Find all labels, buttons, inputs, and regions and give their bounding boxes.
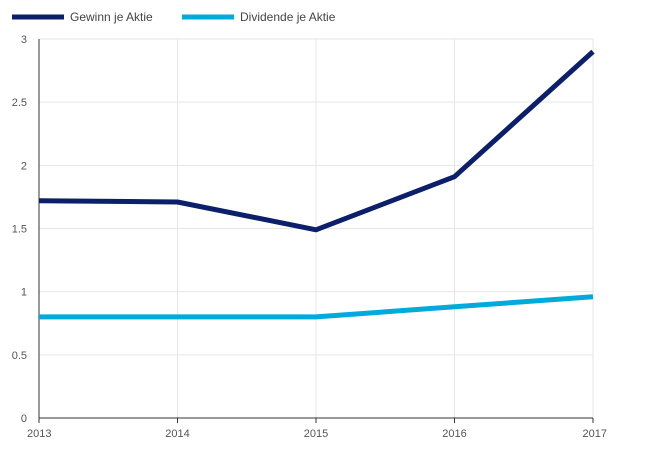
y-tick-label: 1 — [21, 287, 27, 299]
y-tick-label: 2.5 — [12, 97, 27, 109]
x-tick-label: 2017 — [583, 428, 607, 440]
y-tick-label: 0 — [21, 413, 27, 425]
axes — [38, 39, 594, 423]
y-tick-label: 3 — [21, 34, 27, 46]
x-tick-label: 2014 — [165, 428, 189, 440]
legend-label-1: Gewinn je Aktie — [70, 10, 153, 24]
series-line-1 — [38, 49, 595, 233]
y-tick-label: 2 — [21, 160, 27, 172]
x-tick-label: 2016 — [442, 428, 466, 440]
x-tick-label: 2013 — [27, 428, 51, 440]
y-tick-label: 0.5 — [12, 350, 27, 362]
y-axis-ticks: 0 0.5 1 1.5 2 2.5 3 — [12, 34, 27, 425]
x-axis-ticks: 2013 2014 2015 2016 2017 — [27, 428, 607, 440]
legend: Gewinn je Aktie Dividende je Aktie — [12, 10, 336, 24]
series-lines — [38, 49, 595, 320]
x-tick-label: 2015 — [304, 428, 328, 440]
series-line-2 — [39, 294, 594, 320]
y-tick-label: 1.5 — [12, 224, 27, 236]
legend-label-2: Dividende je Aktie — [240, 10, 336, 24]
